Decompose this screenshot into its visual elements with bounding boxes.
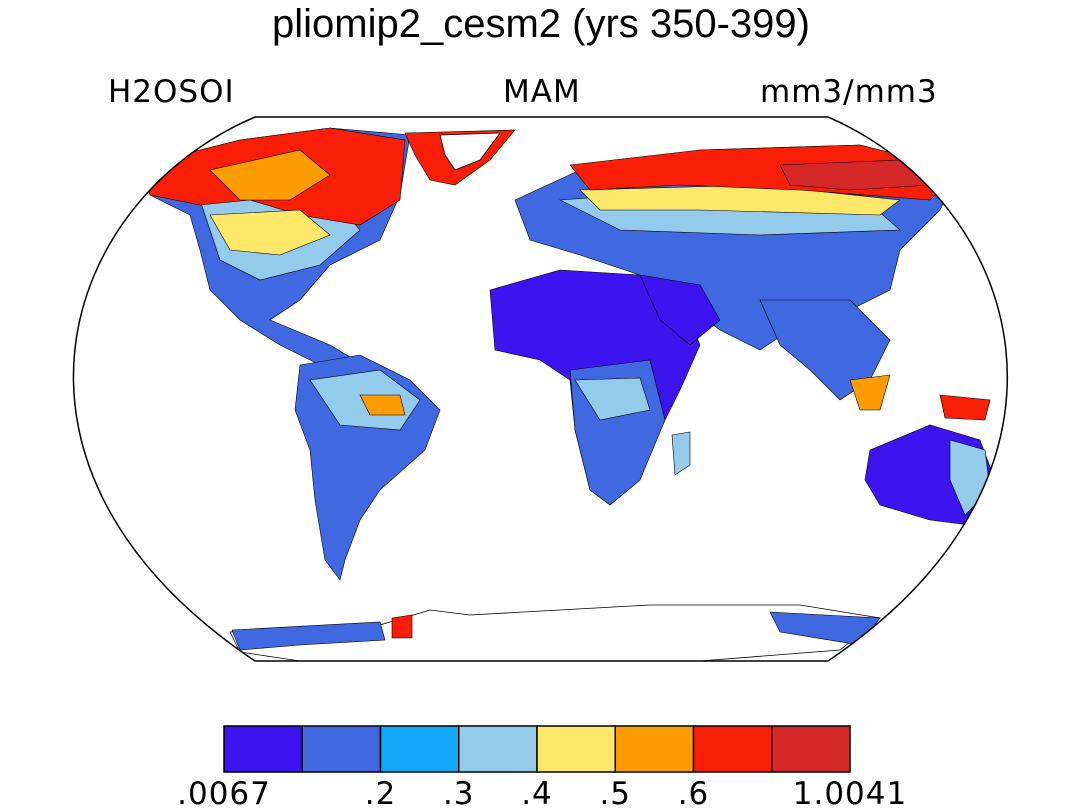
colorbar-box [223,725,303,773]
arabia [639,274,721,346]
colorbar-tick-label: .3 [442,776,475,812]
colorbar-tick-label: .0067 [177,776,271,812]
colorbar-box [301,725,382,773]
colorbar-box [614,725,695,773]
colorbar [223,725,851,773]
colorbar-tick-label: .6 [677,776,710,812]
colorbar-box [536,725,616,773]
variable-label: H2OSOI [108,74,235,110]
colorbar-box [692,725,773,773]
canada-orange [209,149,331,201]
map-title: pliomip2_cesm2 (yrs 350-399) [271,2,810,46]
antarctica-coast-left [231,621,386,651]
colorbar-tick-label: .5 [599,776,632,812]
colorbar-box [379,725,460,773]
antarctica-wet [391,614,413,639]
colorbar-tick-label: .4 [521,776,553,812]
antarctica [229,604,881,661]
colorbar-box [771,725,851,773]
siberia-saturated [779,159,931,191]
madagascar [671,431,691,476]
colorbar-box [458,725,538,773]
units-label: mm3/mm3 [760,74,938,110]
season-label: MAM [503,74,581,110]
se-asia-wet [849,374,891,411]
na-yellow [209,209,331,256]
land-fields [139,127,996,661]
greenland-ice [439,132,501,171]
colorbar-tick-label: 1.0041 [792,776,908,812]
new-guinea [939,394,991,421]
globe-outline [72,116,1009,662]
africa-central [574,377,651,421]
amazon-wet [359,394,406,416]
colorbar-tick-label: .2 [364,776,397,812]
